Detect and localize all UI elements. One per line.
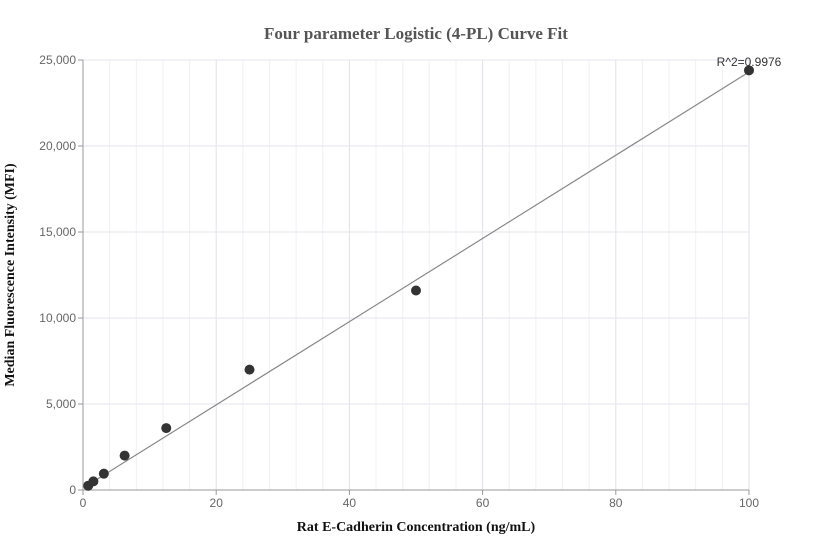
tick-labels: 0 20 40 60 80 100 0 5,000 10,000 15,000 20,000 25,0… <box>39 53 759 510</box>
data-point <box>98 468 109 479</box>
x-tick-label: 40 <box>343 496 357 510</box>
y-tick-label: 15,000 <box>39 225 76 239</box>
x-tick-label: 100 <box>739 496 759 510</box>
data-point <box>161 423 172 434</box>
fit-line-group <box>87 71 750 486</box>
fit-line <box>87 71 750 486</box>
y-tick-label: 5,000 <box>46 397 76 411</box>
data-points <box>83 65 754 491</box>
y-tick-label: 10,000 <box>39 311 76 325</box>
x-tick-label: 0 <box>80 496 87 510</box>
axes <box>78 59 750 495</box>
r-squared-annotation: R^2=0.9976 <box>717 55 782 69</box>
chart-title: Four parameter Logistic (4-PL) Curve Fit <box>264 24 568 43</box>
grid <box>82 59 750 491</box>
x-tick-label: 80 <box>609 496 623 510</box>
data-point <box>411 285 421 296</box>
y-axis-label: Median Fluorescence Intensity (MFI) <box>3 163 18 387</box>
data-point <box>744 65 754 76</box>
data-point <box>244 364 255 375</box>
x-tick-label: 20 <box>210 496 224 510</box>
y-tick-label: 20,000 <box>39 139 76 153</box>
data-point <box>119 450 130 461</box>
y-tick-label: 0 <box>69 483 76 497</box>
x-tick-label: 60 <box>476 496 490 510</box>
y-tick-label: 25,000 <box>39 53 76 67</box>
data-point <box>88 476 99 487</box>
x-axis-label: Rat E-Cadherin Concentration (ng/mL) <box>297 520 536 535</box>
